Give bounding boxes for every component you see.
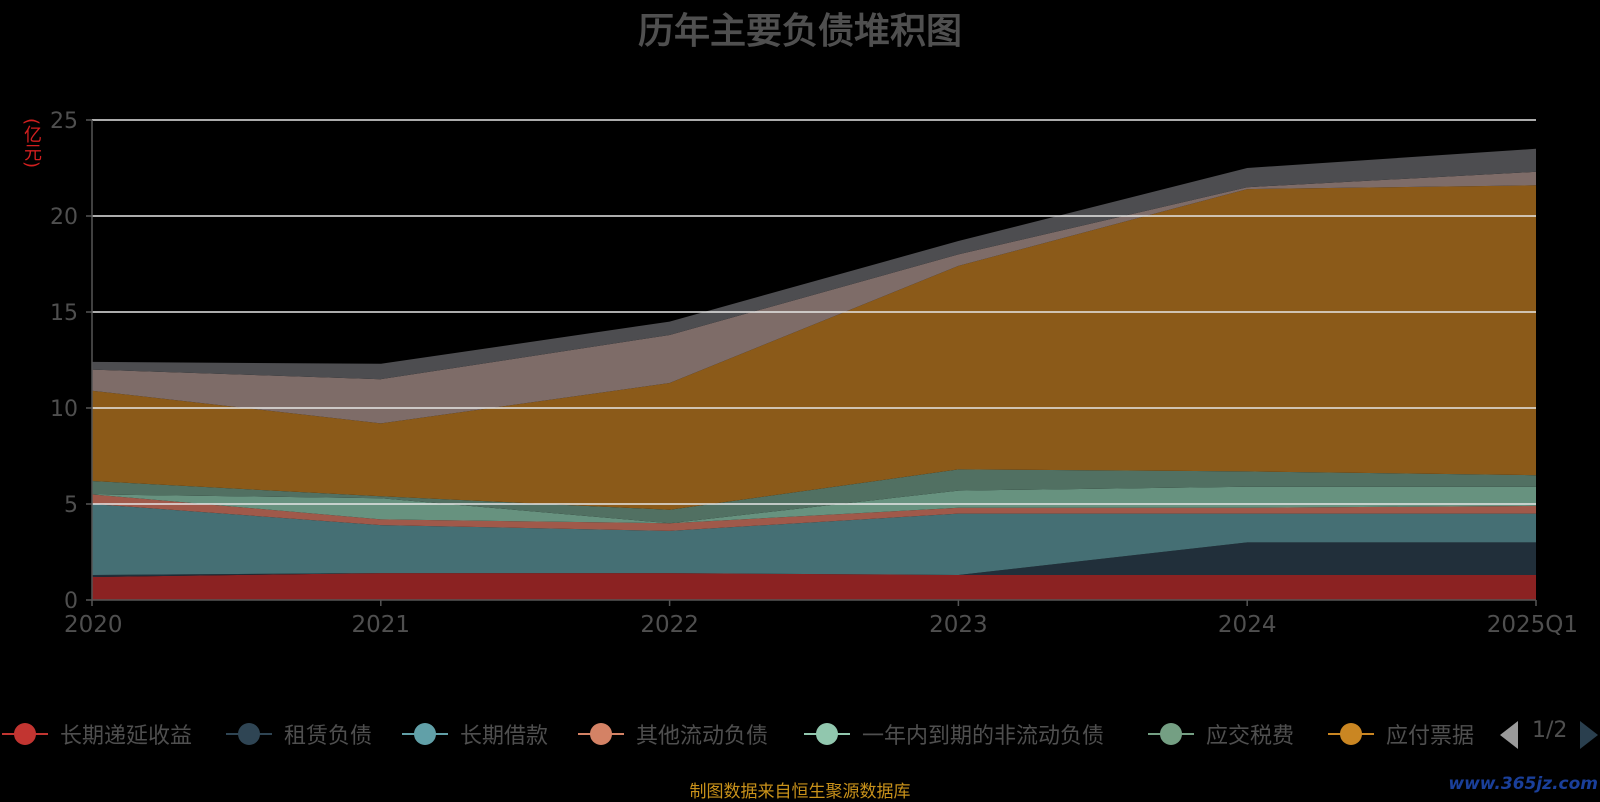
area-series-4 [92, 486, 1536, 524]
y-tick-label: 5 [64, 493, 78, 518]
watermark: www.365jz.com [1448, 774, 1598, 794]
legend-label: 长期递延收益 [60, 724, 193, 749]
legend-item[interactable]: 租赁负债 [226, 716, 372, 752]
legend-item[interactable]: 长期借款 [402, 716, 548, 752]
tick-labels: 0 5 10 15 20 25 2020 2021 2022 2023 2024 2025Q1 [50, 109, 1578, 638]
legend-marker-icon [804, 722, 850, 746]
legend-marker-icon [1328, 722, 1374, 746]
area-series-6 [92, 185, 1536, 510]
x-tick-label: 2025Q1 [1487, 612, 1578, 638]
legend-prev-arrow-icon[interactable] [1500, 721, 1518, 749]
data-source-note: 制图数据来自恒生聚源数据库 [689, 782, 911, 802]
legend-item[interactable]: 其他流动负债 [578, 716, 768, 752]
legend-marker-icon [402, 722, 448, 746]
legend-item[interactable]: 一年内到期的非流动负债 [804, 716, 1104, 752]
legend-label: 一年内到期的非流动负债 [862, 724, 1105, 749]
y-tick-label: 20 [50, 205, 78, 230]
y-tick-label: 15 [50, 301, 78, 326]
legend-label: 租赁负债 [284, 724, 373, 749]
y-tick-label: 25 [50, 109, 78, 134]
legend-item[interactable]: 长期递延收益 [2, 716, 192, 752]
legend-item[interactable]: 应交税费 [1148, 716, 1294, 752]
x-tick-label: 2020 [64, 612, 123, 638]
y-axis-unit-label: (亿元) [21, 118, 42, 169]
chart-title: 历年主要负债堆积图 [637, 11, 962, 52]
x-tick-label: 2024 [1218, 612, 1277, 638]
y-tick-label: 10 [50, 397, 78, 422]
axes [91, 120, 1536, 601]
x-tick-label: 2022 [640, 612, 699, 638]
legend-marker-icon [226, 722, 272, 746]
area-series-8 [92, 148, 1536, 380]
legend-marker-icon [1148, 722, 1194, 746]
legend: 长期递延收益 租赁负债 长期借款 其他流动负债 一年内到期的非流动负债 应交税费 应付票据 [0, 716, 1600, 752]
stacked-area-chart: 0 5 10 15 20 25 2020 2021 2022 2023 2024 2025Q1 [50, 109, 1578, 638]
area-series-5 [92, 469, 1536, 524]
area-series-3 [92, 494, 1536, 531]
legend-label: 应交税费 [1206, 724, 1295, 749]
legend-label: 其他流动负债 [636, 724, 769, 749]
legend-marker-icon [2, 722, 48, 746]
y-tick-label: 0 [64, 589, 78, 614]
legend-label: 应付票据 [1386, 724, 1475, 749]
legend-label: 长期借款 [460, 724, 549, 749]
area-series-0 [92, 573, 1536, 600]
x-tick-label: 2023 [929, 612, 988, 638]
grid-lines [92, 119, 1536, 505]
area-series-7 [92, 171, 1536, 424]
legend-item[interactable]: 应付票据 [1328, 716, 1474, 752]
area-series-2 [92, 504, 1536, 575]
x-tick-label: 2021 [352, 612, 411, 638]
legend-next-arrow-icon[interactable] [1580, 721, 1598, 749]
area-series-group [92, 148, 1536, 600]
area-series-1 [92, 542, 1536, 577]
legend-pager: 1/2 [1500, 716, 1600, 752]
legend-page-indicator: 1/2 [1532, 718, 1568, 743]
legend-marker-icon [578, 722, 624, 746]
